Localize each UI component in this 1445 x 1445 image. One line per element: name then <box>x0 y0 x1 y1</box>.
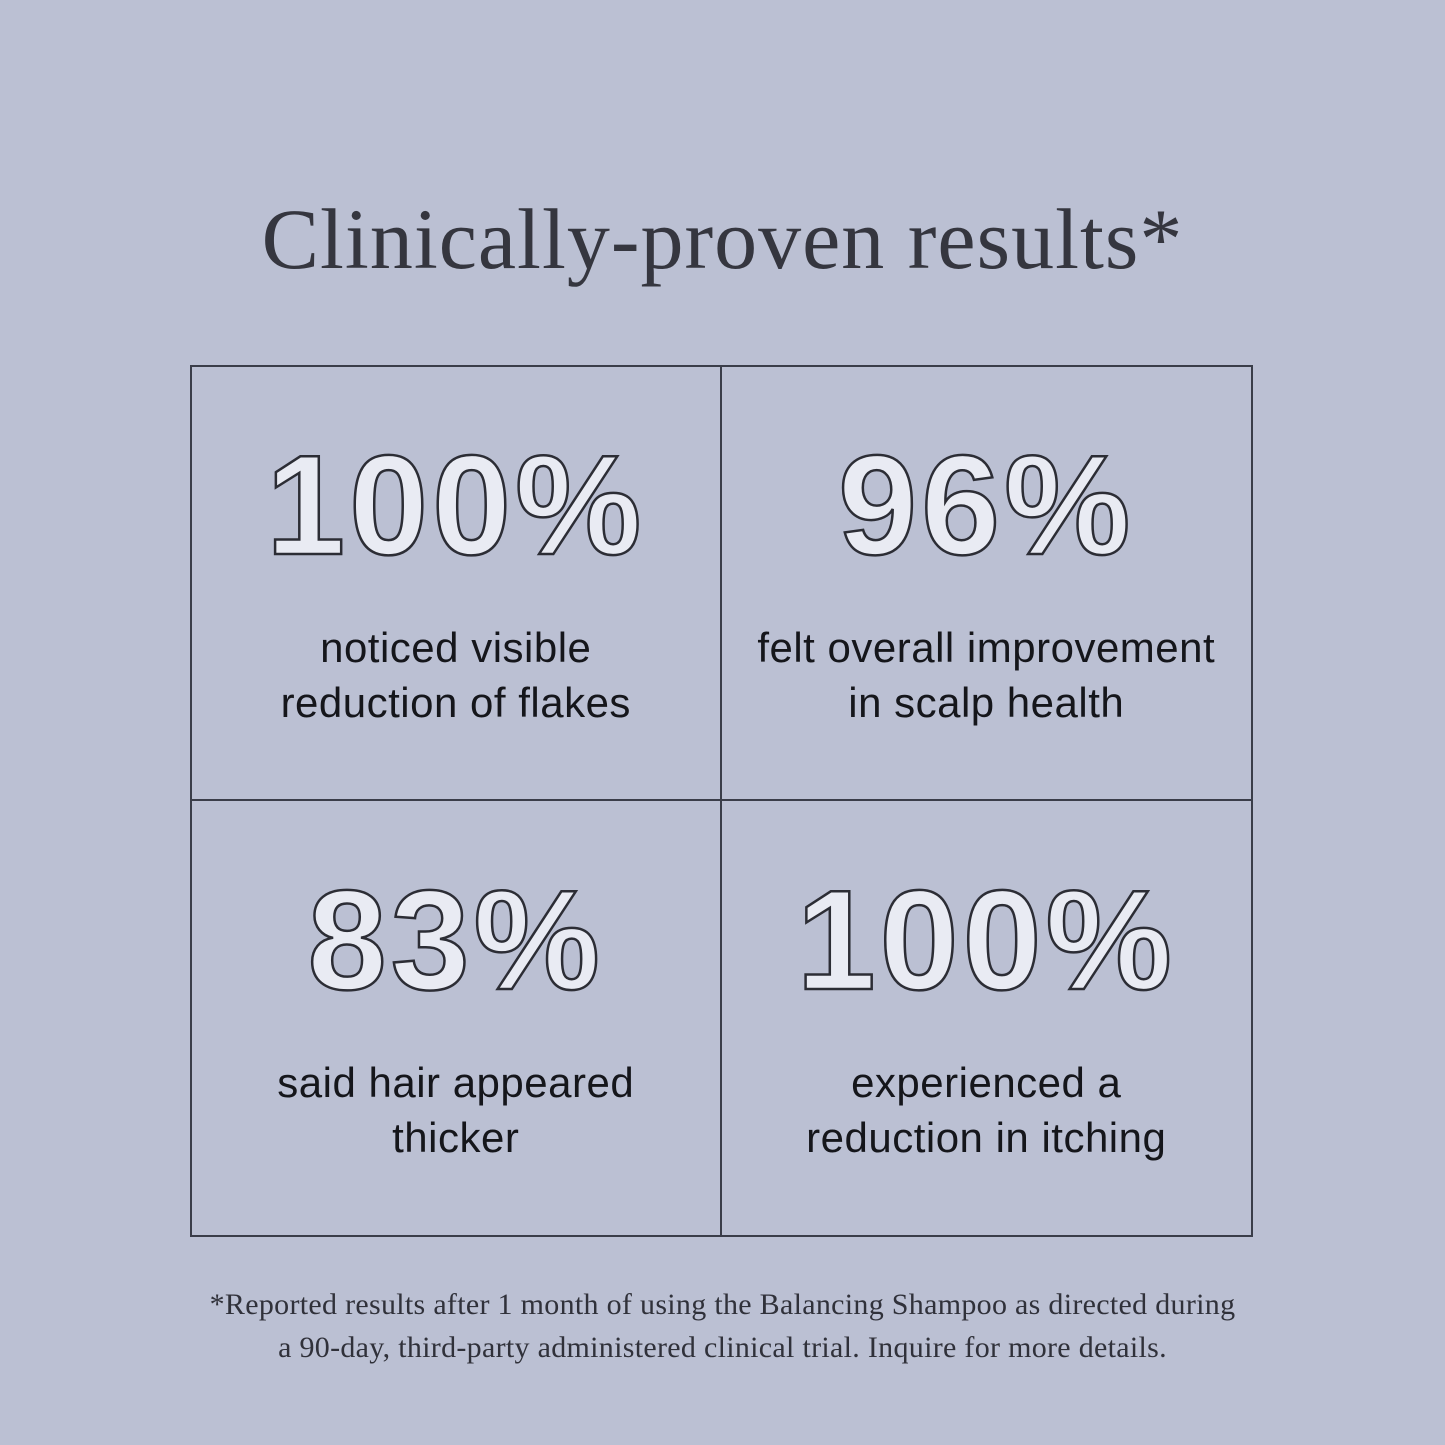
page-title: Clinically-proven results* <box>261 191 1184 287</box>
stat-label-line: in scalp health <box>848 679 1125 726</box>
stat-label-line: reduction in itching <box>806 1114 1167 1161</box>
stat-label: noticed visible reduction of flakes <box>281 621 631 730</box>
stat-label: said hair appeared thicker <box>277 1056 634 1165</box>
stat-label: felt overall improvement in scalp health <box>757 621 1215 730</box>
stat-label: experienced a reduction in itching <box>806 1056 1166 1165</box>
stat-cell: 100% experienced a reduction in itching <box>722 801 1252 1235</box>
stat-label-line: said hair appeared <box>277 1059 635 1107</box>
stat-label-line: experienced a <box>851 1059 1122 1107</box>
stat-label-line: reduction of flakes <box>280 679 631 726</box>
stat-value: 96% <box>837 426 1135 586</box>
stat-cell: 83% said hair appeared thicker <box>192 801 722 1235</box>
stat-label-line: thicker <box>392 1114 520 1161</box>
results-grid: 100% noticed visible reduction of flakes… <box>190 365 1253 1237</box>
stat-cell: 100% noticed visible reduction of flakes <box>192 367 722 801</box>
footnote-line: *Reported results after 1 month of using… <box>209 1288 1236 1321</box>
stat-value: 83% <box>306 861 604 1021</box>
stat-label-line: noticed visible <box>320 624 592 672</box>
footnote-line: a 90-day, third-party administered clini… <box>278 1330 1167 1364</box>
footnote: *Reported results after 1 month of using… <box>0 1284 1445 1370</box>
stat-cell: 96% felt overall improvement in scalp he… <box>721 367 1251 801</box>
stat-value: 100% <box>795 861 1176 1021</box>
stat-label-line: felt overall improvement <box>757 624 1216 672</box>
stat-value: 100% <box>265 426 646 586</box>
